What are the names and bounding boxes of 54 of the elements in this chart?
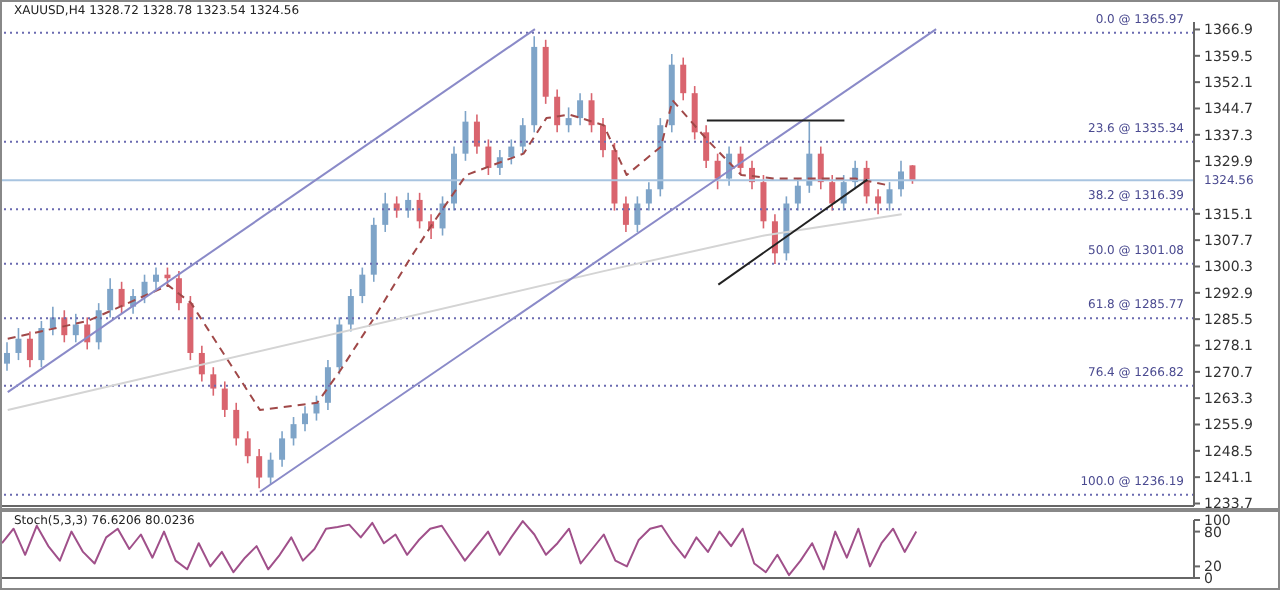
candlestick <box>829 174 836 212</box>
candlestick <box>794 177 801 212</box>
candlestick <box>38 320 45 369</box>
candlestick <box>806 120 813 194</box>
candlestick <box>302 405 308 433</box>
candlestick <box>909 164 916 185</box>
candlestick <box>462 110 469 162</box>
candlestick <box>26 330 33 369</box>
candlestick <box>336 316 343 376</box>
candlestick <box>405 192 412 219</box>
candlestick <box>256 448 263 490</box>
candlestick <box>645 181 652 212</box>
candlestick <box>519 117 526 155</box>
candlestick <box>703 124 710 169</box>
candlestick <box>347 288 354 333</box>
candlestick <box>898 159 904 198</box>
candlestick <box>577 92 584 127</box>
candlestick <box>382 192 389 233</box>
candlestick <box>554 88 561 134</box>
candlestick <box>760 174 767 230</box>
candlestick <box>15 327 22 361</box>
candlestick <box>416 192 423 230</box>
candlestick <box>175 270 182 312</box>
candlestick <box>840 174 847 212</box>
candlestick <box>221 380 228 418</box>
candlestick <box>210 366 217 397</box>
candlestick <box>714 152 721 191</box>
candlestick <box>600 117 606 159</box>
candlestick <box>324 359 331 411</box>
candlestick <box>508 138 515 166</box>
candlestick <box>267 451 274 486</box>
candlestick <box>680 56 687 102</box>
candlestick <box>817 145 824 191</box>
candlestick <box>153 266 159 290</box>
candlestick <box>875 188 882 215</box>
candlestick <box>290 416 297 447</box>
candlestick <box>485 138 492 176</box>
candlestick <box>473 113 480 155</box>
candlestick <box>691 85 698 141</box>
candlestick <box>4 341 10 372</box>
candlestick <box>588 92 595 134</box>
candlestick <box>233 401 240 447</box>
candlestick <box>49 305 56 336</box>
candlestick <box>359 266 366 304</box>
candlestick <box>118 280 125 315</box>
candlestick <box>565 106 572 134</box>
candlestick <box>279 430 286 468</box>
candlestick <box>72 313 79 344</box>
candlestick <box>886 181 893 212</box>
line-series <box>6 213 903 411</box>
candlestick <box>634 195 641 233</box>
candlestick <box>622 195 629 233</box>
candlestick <box>244 430 251 465</box>
candlestick <box>107 277 114 319</box>
